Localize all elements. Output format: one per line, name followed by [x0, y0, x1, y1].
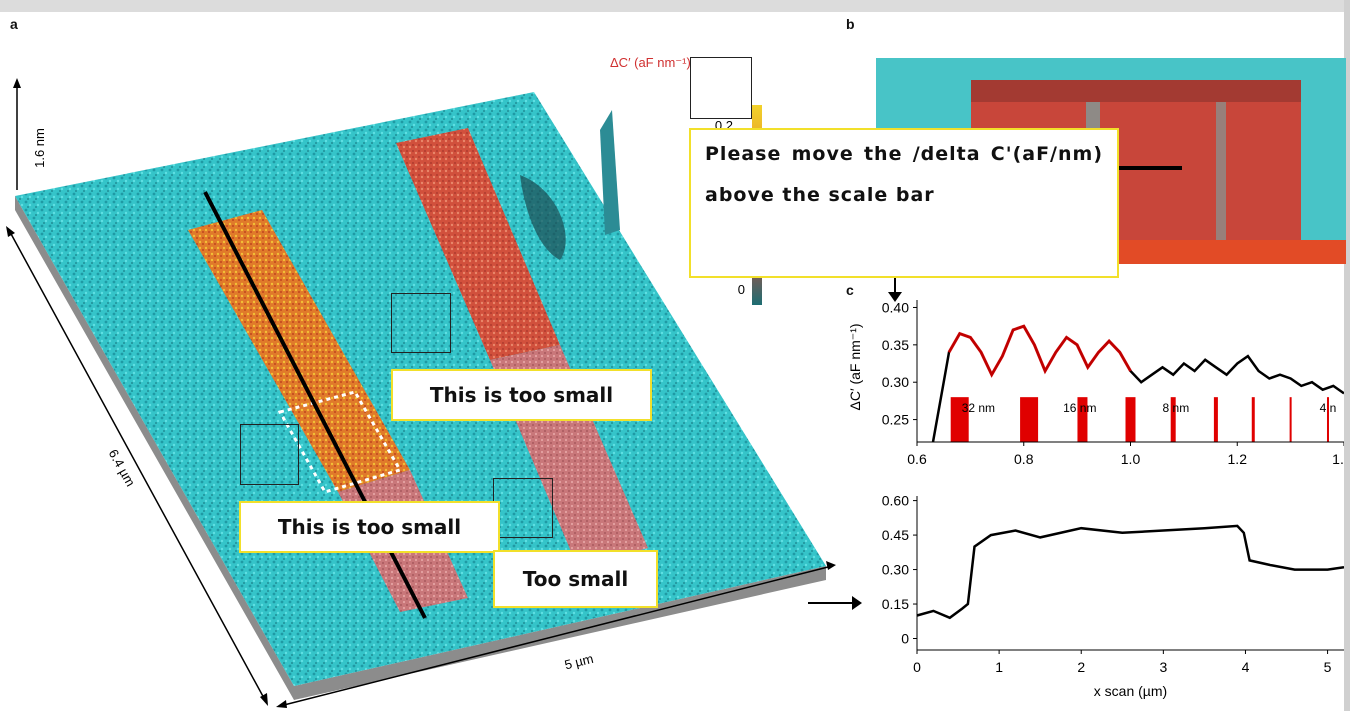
window-scrollbar[interactable]	[1344, 0, 1350, 711]
x-tick-label-0: 0.6	[907, 451, 927, 467]
bar-3	[1125, 397, 1136, 442]
annotation-too-small-1: This is too small	[391, 369, 652, 421]
y-tick-label-2: 0.30	[882, 374, 909, 390]
colorbar-tick-bottom: 0	[738, 282, 745, 297]
annotation-move-label: Please move the /delta C'(aF/nm) above t…	[689, 128, 1119, 278]
y-tick-label-0: 0.60	[882, 493, 909, 509]
x-tick-label-0: 0	[913, 659, 921, 675]
series-line	[916, 524, 1344, 620]
bar-4	[1170, 397, 1176, 442]
x-tick-label-4: 4	[1242, 659, 1250, 675]
width-label: 6.4 µm	[106, 447, 139, 489]
x-tick-label-1: 1	[995, 659, 1003, 675]
y-tick-label-1: 0.35	[882, 337, 909, 353]
bar-label-1: 16 nm	[1063, 401, 1096, 415]
small-feature-box-2	[240, 424, 299, 485]
panel-c-letter: c	[846, 282, 854, 298]
y-tick-label-3: 0.25	[882, 412, 909, 428]
stripe-orange	[188, 210, 410, 492]
y-tick-label-4: 0	[901, 631, 909, 647]
x-tick-label-2: 2	[1077, 659, 1085, 675]
x-axis-label: x scan (µm)	[1094, 683, 1167, 699]
dotted-region	[277, 390, 403, 494]
fit-line	[947, 324, 1132, 378]
bar-5	[1213, 397, 1218, 442]
bar-6	[1251, 397, 1255, 442]
y-tick-label-2: 0.30	[882, 562, 909, 578]
x-tick-label-3: 3	[1159, 659, 1167, 675]
colorbar-label: ΔC′ (aF nm⁻¹)	[610, 55, 691, 70]
stripe-red	[396, 128, 560, 360]
spike-feature	[600, 110, 620, 235]
window-top-bar	[0, 0, 1350, 12]
small-feature-box-1	[391, 293, 451, 353]
x-tick-label-3: 1.2	[1228, 451, 1248, 467]
chart-c-bottom: 0.60 0.45 0.30 0.15 00 1 2 3 4 5 x scan (µm)	[882, 493, 1344, 699]
height-label: 1.6 nm	[32, 128, 47, 168]
chart-c-top: 32 nm 16 nm 8 nm 4 n 0.40 0.35 0.30 0.25 0.6 0.8 1…	[847, 299, 1344, 467]
bar-label-2: 8 nm	[1163, 401, 1190, 415]
x-tick-label-2: 1.0	[1121, 451, 1141, 467]
panel-b-letter: b	[846, 16, 855, 32]
x-tick-label-4: 1.	[1332, 451, 1344, 467]
bar-0	[950, 397, 969, 442]
y-tick-label-3: 0.15	[882, 596, 909, 612]
bar-8	[1326, 397, 1329, 442]
bar-label-3: 4 n	[1320, 401, 1337, 415]
depth-label: 5 µm	[563, 651, 595, 673]
x-tick-label-5: 5	[1324, 659, 1332, 675]
annotation-too-small-3: Too small	[493, 550, 658, 608]
dark-feature	[520, 175, 566, 260]
series-line	[931, 324, 1344, 443]
y-axis-label: ΔC′ (aF nm⁻¹)	[847, 323, 863, 410]
annotation-too-small-2: This is too small	[239, 501, 500, 553]
y-tick-label-0: 0.40	[882, 299, 909, 315]
covered-label-box	[690, 57, 752, 119]
panel-a-letter: a	[10, 16, 18, 32]
bar-2	[1077, 397, 1088, 442]
x-tick-label-1: 0.8	[1014, 451, 1034, 467]
y-tick-label-1: 0.45	[882, 527, 909, 543]
small-feature-box-3	[493, 478, 553, 538]
bar-1	[1020, 397, 1039, 442]
bar-label-0: 32 nm	[962, 401, 995, 415]
bar-7	[1289, 397, 1292, 442]
